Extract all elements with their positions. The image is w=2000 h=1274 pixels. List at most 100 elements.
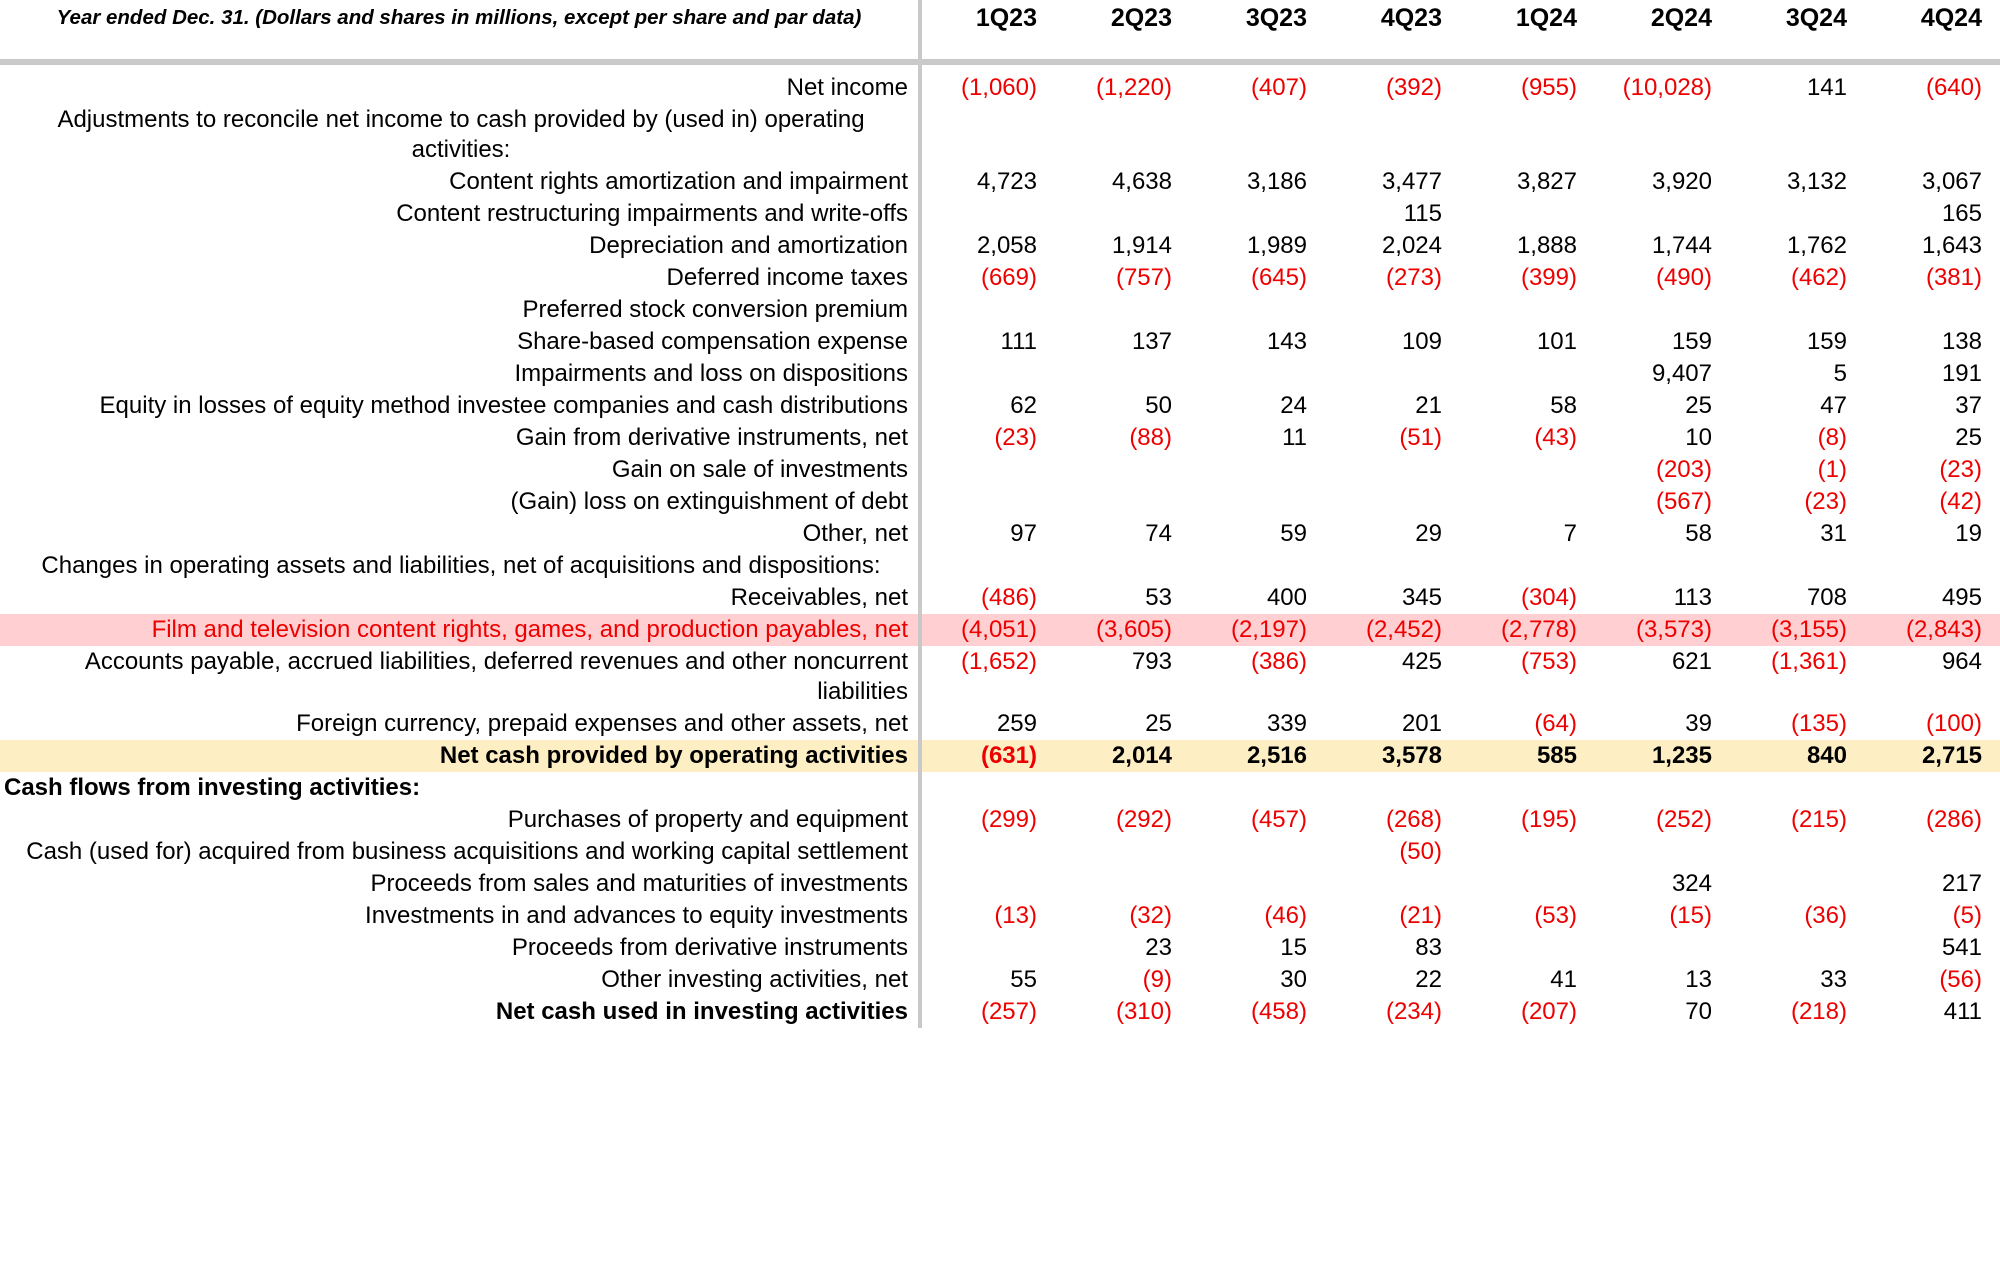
row-value: 9,407 (1651, 360, 1712, 387)
row-value (1730, 198, 1865, 230)
row-value (1460, 454, 1595, 486)
row-value: (292) (1115, 806, 1172, 833)
row-value: (310) (1115, 998, 1172, 1025)
row-value: 708 (1806, 584, 1847, 611)
row-value (1190, 550, 1325, 582)
row-value (1325, 294, 1460, 326)
row-value (920, 772, 1055, 804)
row-value: (407) (1250, 74, 1307, 101)
row-label: Impairments and loss on dispositions (0, 358, 922, 390)
table-row: Cash flows from investing activities: (0, 772, 2000, 804)
row-label: (Gain) loss on extinguishment of debt (0, 486, 922, 518)
row-value (1055, 294, 1190, 326)
row-value (1460, 932, 1595, 964)
row-value (1595, 932, 1730, 964)
row-value: 143 (1266, 328, 1307, 355)
row-value: 324 (1671, 870, 1712, 897)
row-value: (23) (1804, 488, 1847, 515)
row-value (1325, 358, 1460, 390)
row-value (1055, 550, 1190, 582)
row-value (1730, 772, 1865, 804)
row-value (1055, 454, 1190, 486)
row-value (1595, 550, 1730, 582)
table-row: Gain on sale of investments (203) (1) (23) (0, 454, 2000, 486)
row-value: 109 (1401, 328, 1442, 355)
row-value: (42) (1939, 488, 1982, 515)
table-row: Content restructuring impairments and wr… (0, 198, 2000, 230)
row-value: (757) (1115, 264, 1172, 291)
row-value: (955) (1520, 74, 1577, 101)
row-label: Changes in operating assets and liabilit… (0, 550, 922, 582)
row-value (1325, 772, 1460, 804)
row-value: 111 (1000, 328, 1037, 355)
row-value: (392) (1385, 74, 1442, 101)
row-value: 115 (1403, 200, 1442, 227)
row-value: (5) (1952, 902, 1982, 929)
row-label: Preferred stock conversion premium (0, 294, 922, 326)
row-value: 25 (1685, 392, 1712, 419)
row-value: 3,827 (1516, 168, 1577, 195)
row-value: 50 (1145, 392, 1172, 419)
row-value: 30 (1280, 966, 1307, 993)
row-value: (195) (1520, 806, 1577, 833)
row-value: (23) (1939, 456, 1982, 483)
row-value: (3,605) (1055, 614, 1190, 646)
row-value: 1,914 (1111, 232, 1172, 259)
row-value: 2,058 (976, 232, 1037, 259)
row-value: 3,132 (1786, 168, 1847, 195)
table-row: Cash (used for) acquired from business a… (0, 836, 2000, 868)
row-value: (304) (1520, 584, 1577, 611)
row-value: 83 (1415, 934, 1442, 961)
row-value (920, 358, 1055, 390)
row-label: Cash (used for) acquired from business a… (0, 836, 922, 868)
row-value: 59 (1280, 520, 1307, 547)
row-value: (457) (1250, 806, 1307, 833)
row-value: (135) (1790, 710, 1847, 737)
row-value: (2,197) (1190, 614, 1325, 646)
row-value: 1,235 (1595, 740, 1730, 772)
row-value: 39 (1685, 710, 1712, 737)
row-value (1325, 486, 1460, 518)
row-value (1325, 868, 1460, 900)
table-row: Share-based compensation expense 111 137 14… (0, 326, 2000, 358)
row-label: Content rights amortization and impairme… (0, 166, 922, 198)
row-label: Net cash used in investing activities (0, 996, 922, 1028)
row-value: 400 (1266, 584, 1307, 611)
row-value: (1,361) (1770, 648, 1847, 675)
row-value: 58 (1685, 520, 1712, 547)
table-row: Adjustments to reconcile net income to c… (0, 104, 2000, 166)
row-value: 53 (1145, 584, 1172, 611)
row-value: 33 (1820, 966, 1847, 993)
row-value: (4,051) (920, 614, 1055, 646)
row-value: 495 (1941, 584, 1982, 611)
row-label: Content restructuring impairments and wr… (0, 198, 922, 230)
table-row: Accounts payable, accrued liabilities, d… (0, 646, 2000, 708)
row-value: (2,452) (1325, 614, 1460, 646)
row-value: 11 (1282, 424, 1307, 451)
row-value: (490) (1655, 264, 1712, 291)
row-value (1460, 868, 1595, 900)
row-value: 964 (1941, 648, 1982, 675)
row-value: 25 (1955, 424, 1982, 451)
row-value (1460, 198, 1595, 230)
row-value (1730, 836, 1865, 868)
row-value: 137 (1131, 328, 1172, 355)
row-value: 55 (1010, 966, 1037, 993)
row-value (1595, 198, 1730, 230)
row-label: Accounts payable, accrued liabilities, d… (0, 646, 922, 708)
row-label: Deferred income taxes (0, 262, 922, 294)
row-value: 339 (1266, 710, 1307, 737)
row-value (1190, 868, 1325, 900)
row-value: 29 (1415, 520, 1442, 547)
row-value: 159 (1671, 328, 1712, 355)
column-header-4q24: 4Q24 (1865, 0, 2000, 65)
row-value: (268) (1385, 806, 1442, 833)
row-value: 62 (1010, 392, 1037, 419)
table-row: Impairments and loss on dispositions 9,40… (0, 358, 2000, 390)
table-body: Net income (1,060) (1,220) (407) (392) (955) (… (0, 62, 2000, 1028)
cash-flow-table: Year ended Dec. 31. (Dollars and shares … (0, 0, 2000, 1028)
row-value: (207) (1520, 998, 1577, 1025)
row-value: 1,744 (1651, 232, 1712, 259)
table-row: Proceeds from sales and maturities of in… (0, 868, 2000, 900)
row-value: (88) (1129, 424, 1172, 451)
